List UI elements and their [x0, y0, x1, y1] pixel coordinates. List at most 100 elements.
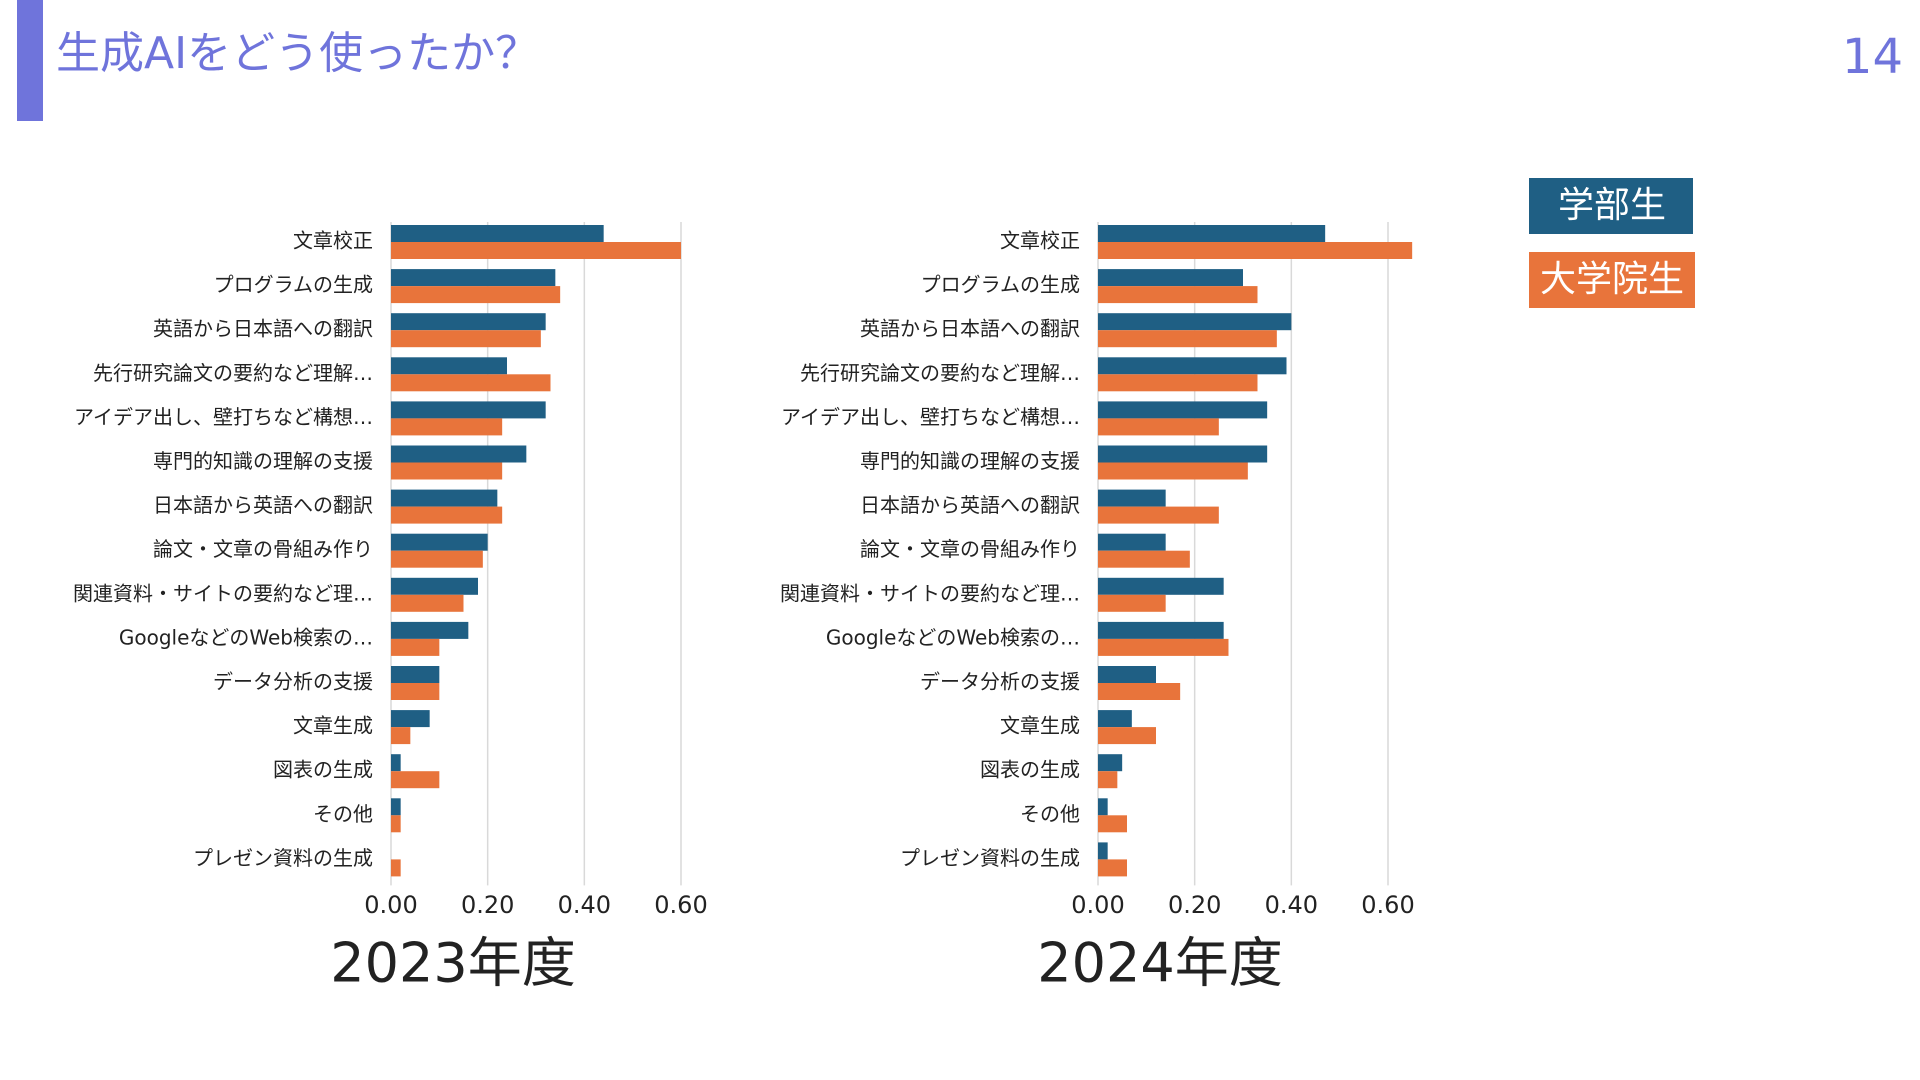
bar	[391, 445, 527, 463]
category-label: 論文・文章の骨組み作り	[860, 537, 1080, 561]
bar	[1098, 638, 1229, 656]
category-label: GoogleなどのWeb検索の…	[119, 625, 373, 649]
category-label: 図表の生成	[980, 758, 1080, 782]
category-label: 先行研究論文の要約など理解…	[800, 361, 1080, 385]
bar	[391, 594, 464, 612]
bar	[391, 710, 430, 728]
bar	[1098, 489, 1166, 507]
category-label: 文章校正	[1000, 229, 1080, 253]
bar	[391, 489, 498, 507]
category-label: 専門的知識の理解の支援	[153, 449, 373, 473]
category-label: 文章生成	[293, 714, 373, 738]
category-label: 論文・文章の骨組み作り	[153, 537, 373, 561]
bar	[1098, 550, 1190, 568]
bar	[1098, 374, 1258, 392]
bar	[391, 225, 604, 242]
bar	[1098, 357, 1287, 375]
category-label: データ分析の支援	[920, 670, 1080, 694]
bar	[391, 506, 503, 524]
page-number: 14	[1842, 29, 1903, 85]
bar	[1098, 269, 1243, 287]
category-label: 文章校正	[293, 229, 373, 253]
x-tick-label: 0.20	[461, 891, 514, 919]
bar	[1098, 754, 1123, 772]
bar	[1098, 462, 1248, 480]
bar	[1098, 842, 1108, 860]
bar	[391, 577, 478, 595]
bar	[391, 242, 681, 259]
bar	[391, 727, 411, 745]
x-tick-label: 0.20	[1168, 891, 1221, 919]
category-label: アイデア出し、壁打ちなど構想…	[781, 405, 1080, 429]
bar	[391, 815, 401, 833]
x-tick-label: 0.00	[1071, 891, 1124, 919]
category-label: 先行研究論文の要約など理解…	[93, 361, 373, 385]
bar	[1098, 683, 1181, 700]
bar	[1098, 445, 1268, 463]
category-label: 図表の生成	[273, 758, 373, 782]
bar	[391, 357, 507, 375]
bar	[391, 666, 440, 683]
bar	[391, 533, 488, 551]
bar	[1098, 666, 1156, 683]
bar	[1098, 313, 1292, 331]
bar	[1098, 621, 1224, 639]
bar	[1098, 771, 1118, 789]
bar	[1098, 401, 1268, 419]
bar	[1098, 577, 1224, 595]
legend-swatch	[1529, 178, 1693, 234]
category-label: データ分析の支援	[213, 670, 373, 694]
bar	[391, 754, 401, 772]
category-label: その他	[313, 802, 373, 826]
bar	[1098, 225, 1326, 242]
legend-label: 学部生	[1558, 185, 1666, 226]
category-label: 文章生成	[1000, 714, 1080, 738]
bar	[1098, 418, 1219, 436]
bar	[1098, 798, 1108, 816]
bar	[391, 798, 401, 816]
bar	[391, 401, 546, 419]
category-label: GoogleなどのWeb検索の…	[826, 625, 1080, 649]
bar	[1098, 594, 1166, 612]
bar	[391, 313, 546, 331]
x-tick-label: 0.60	[1361, 891, 1414, 919]
slide-title: 生成AIをどう使ったか？	[56, 28, 539, 79]
x-tick-label: 0.40	[558, 891, 611, 919]
bar	[1098, 727, 1156, 745]
bar	[1098, 859, 1127, 877]
category-label: 日本語から英語への翻訳	[860, 493, 1080, 517]
x-tick-label: 0.00	[364, 891, 417, 919]
legend-label: 大学院生	[1540, 259, 1684, 300]
bar	[1098, 710, 1132, 728]
bar	[1098, 815, 1127, 833]
x-tick-label: 0.40	[1265, 891, 1318, 919]
bar	[391, 683, 440, 700]
bar	[391, 621, 469, 639]
category-label: 関連資料・サイトの要約など理…	[73, 581, 373, 605]
category-label: プログラムの生成	[214, 273, 373, 297]
bar	[391, 859, 401, 877]
category-label: 英語から日本語への翻訳	[153, 317, 373, 341]
bar	[391, 418, 503, 436]
chart-title: 2023年度	[330, 932, 575, 995]
bar	[1098, 330, 1277, 348]
bar	[391, 330, 541, 348]
category-label: その他	[1020, 802, 1080, 826]
category-label: 専門的知識の理解の支援	[860, 449, 1080, 473]
legend-swatch	[1529, 252, 1695, 308]
bar	[391, 286, 561, 304]
category-label: 関連資料・サイトの要約など理…	[780, 581, 1080, 605]
category-label: プログラムの生成	[921, 273, 1080, 297]
category-label: 日本語から英語への翻訳	[153, 493, 373, 517]
bar	[1098, 506, 1219, 524]
bar	[391, 638, 440, 656]
category-label: アイデア出し、壁打ちなど構想…	[74, 405, 373, 429]
bar	[1098, 242, 1413, 259]
bar	[1098, 286, 1258, 304]
bar	[391, 269, 556, 287]
category-label: プレゼン資料の生成	[193, 846, 373, 870]
chart-title: 2024年度	[1037, 932, 1282, 995]
bar	[391, 462, 503, 480]
bar	[391, 550, 483, 568]
